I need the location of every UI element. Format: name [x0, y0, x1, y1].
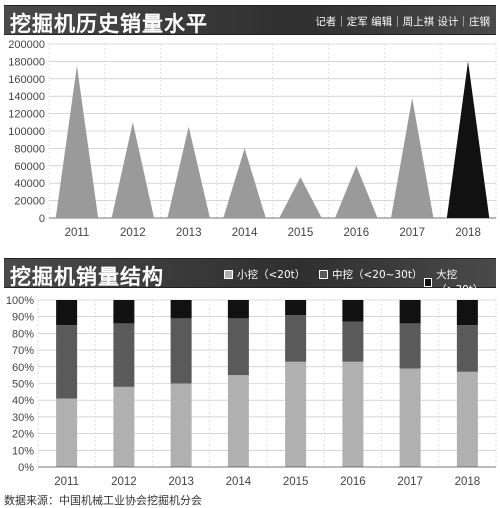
x-tick-label: 2015 [288, 227, 314, 239]
sales-spike-2012 [111, 122, 155, 218]
top-chart-banner: 挖掘机历史销量水平 记者｜定军 编辑｜周上祺 设计｜庄钢 [4, 5, 496, 36]
x-tick-label: 2014 [226, 476, 252, 488]
y-tick-label: 60% [12, 362, 34, 374]
sales-spike-2015 [279, 177, 322, 218]
x-tick-label: 2011 [54, 476, 79, 488]
legend-label-small: 小挖（<20t） [237, 269, 306, 281]
x-tick-label: 2017 [397, 476, 423, 488]
y-tick-label: 90% [12, 312, 34, 324]
bar-segment-large-2015 [285, 300, 307, 316]
x-tick-label: 2014 [232, 227, 258, 239]
top-chart-title: 挖掘机历史销量水平 [10, 12, 208, 36]
legend-swatch-small [224, 270, 233, 279]
y-tick-label: 80% [12, 328, 34, 340]
y-tick-label: 200000 [8, 39, 45, 51]
bar-segment-large-2012 [113, 300, 135, 324]
x-tick-label: 2012 [111, 476, 137, 488]
bar-segment-medium-2011 [56, 325, 78, 399]
bar-segment-medium-2013 [170, 318, 192, 384]
y-tick-label: 10% [12, 445, 34, 457]
bar-segment-medium-2018 [456, 325, 478, 372]
x-tick-label: 2016 [340, 476, 366, 488]
bar-segment-small-2011 [56, 398, 78, 467]
credits-text: 记者｜定军 编辑｜周上祺 设计｜庄钢 [315, 16, 490, 28]
x-tick-label: 2016 [344, 227, 370, 239]
sales-spike-2016 [335, 165, 378, 218]
x-tick-label: 2012 [120, 227, 146, 239]
bar-segment-large-2017 [399, 300, 421, 324]
bar-segment-small-2012 [113, 386, 135, 467]
x-tick-label: 2018 [455, 476, 481, 488]
bar-segment-medium-2017 [399, 323, 421, 369]
y-tick-label: 50% [12, 379, 34, 391]
bottom-chart-title: 挖掘机销量结构 [10, 265, 164, 289]
y-tick-label: 0 [39, 213, 45, 225]
y-tick-label: 0% [18, 462, 34, 474]
y-tick-label: 120000 [8, 109, 45, 121]
bar-segment-medium-2014 [227, 318, 249, 376]
sales-structure-chart: 0% 10% 20% 30% 40% 50% 60% 70% 80% 90% 100% 2011 201… [6, 295, 497, 488]
source-note: 数据来源：中国机械工业协会挖掘机分会 [4, 494, 202, 507]
bar-segment-medium-2012 [113, 323, 135, 387]
sales-spike-2013 [167, 126, 210, 218]
x-tick-label: 2013 [176, 227, 202, 239]
y-tick-label: 60000 [14, 161, 45, 173]
bar-segment-small-2015 [285, 361, 307, 467]
legend-label-large: 大挖（>30t） [436, 269, 484, 296]
sales-spike-2017 [390, 97, 434, 218]
legend-label-medium: 中挖（<20~30t） [332, 269, 423, 281]
x-tick-label: 2013 [168, 476, 194, 488]
x-tick-label: 2015 [283, 476, 309, 488]
y-tick-label: 30% [12, 412, 34, 424]
y-tick-label: 180000 [8, 56, 45, 68]
legend-item-large: 大挖（>30t） [424, 267, 496, 297]
bar-segment-medium-2016 [342, 321, 364, 362]
bar-segment-large-2013 [170, 300, 192, 319]
sales-history-chart: 0 20000 40000 60000 80000 100000 120000 140000 1… [8, 39, 497, 239]
bar-segment-large-2016 [342, 300, 364, 322]
bar-segment-large-2011 [56, 300, 78, 326]
x-tick-label: 2017 [399, 227, 425, 239]
y-tick-label: 160000 [8, 74, 45, 86]
bar-segment-small-2018 [456, 371, 478, 467]
bar-segment-large-2014 [227, 300, 249, 319]
bar-segment-small-2013 [170, 383, 192, 467]
bar-segment-small-2014 [227, 375, 249, 467]
x-tick-label: 2018 [455, 227, 481, 239]
x-tick-label: 2011 [65, 227, 90, 239]
y-tick-label: 40% [12, 395, 34, 407]
legend-item-small: 小挖（<20t） [224, 267, 305, 282]
sales-spike-2011 [55, 65, 99, 218]
bottom-chart-banner: 挖掘机销量结构 小挖（<20t） 中挖（<20~30t） 大挖（>30t） [4, 258, 496, 296]
legend-swatch-medium [319, 270, 328, 279]
y-tick-label: 40000 [14, 178, 45, 190]
bar-segment-large-2018 [456, 300, 478, 326]
bar-segment-small-2017 [399, 368, 421, 467]
y-tick-label: 70% [12, 345, 34, 357]
bar-segment-small-2016 [342, 361, 364, 467]
sales-spike-2018 [446, 61, 490, 219]
y-tick-label: 100000 [8, 126, 45, 138]
y-tick-label: 20000 [14, 196, 45, 208]
sales-spike-2014 [223, 148, 266, 218]
y-tick-label: 140000 [8, 91, 45, 103]
bar-segment-medium-2015 [285, 315, 307, 362]
y-tick-label: 80000 [14, 143, 45, 155]
legend-swatch-large [424, 277, 433, 287]
y-tick-label: 20% [12, 429, 34, 441]
y-tick-label: 100% [6, 295, 34, 307]
legend-item-medium: 中挖（<20~30t） [319, 267, 422, 282]
